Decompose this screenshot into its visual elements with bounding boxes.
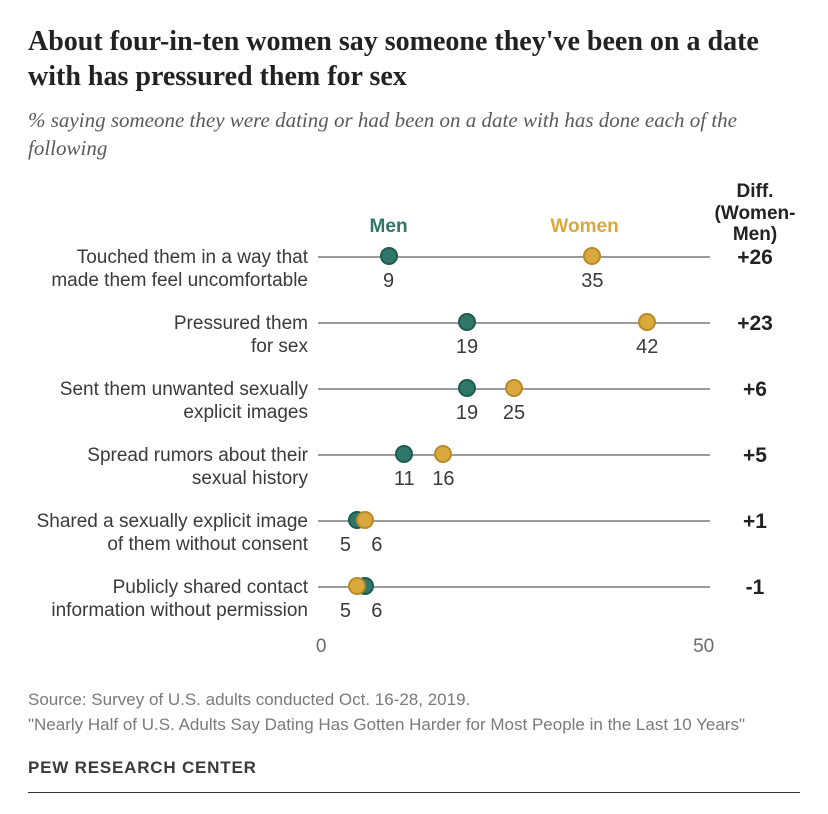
- women-dot: [356, 511, 374, 529]
- x-axis-ticks: 050: [28, 642, 800, 670]
- legend-men: Men: [370, 216, 408, 238]
- men-value: 19: [456, 336, 478, 359]
- diff-value: +23: [710, 312, 800, 336]
- women-value: 16: [432, 468, 454, 491]
- chart-row: Sent them unwanted sexuallyexplicit imag…: [28, 378, 800, 444]
- row-axis: 9 35: [318, 246, 710, 312]
- row-axis: 1942: [318, 312, 710, 378]
- women-dot: [583, 247, 601, 265]
- women-value: 35: [581, 270, 603, 293]
- chart-row: Touched them in a way thatmade them feel…: [28, 246, 800, 312]
- women-value: 5: [340, 600, 351, 623]
- row-label: Pressured themfor sex: [28, 312, 318, 358]
- chart-subtitle: % saying someone they were dating or had…: [28, 106, 800, 163]
- women-dot: [348, 577, 366, 595]
- diff-value: -1: [710, 576, 800, 600]
- dot-plot: Men Women Diff. (Women- Men) Touched the…: [28, 181, 800, 671]
- diff-value: +1: [710, 510, 800, 534]
- chart-row: Publicly shared contactinformation witho…: [28, 576, 800, 642]
- men-value: 5: [340, 534, 351, 557]
- row-label: Spread rumors about theirsexual history: [28, 444, 318, 490]
- row-axis: 11 16: [318, 444, 710, 510]
- row-label: Touched them in a way thatmade them feel…: [28, 246, 318, 292]
- diff-value: +26: [710, 246, 800, 270]
- women-dot: [638, 313, 656, 331]
- women-dot: [434, 445, 452, 463]
- women-value: 25: [503, 402, 525, 425]
- men-value: 9: [383, 270, 394, 293]
- row-label: Shared a sexually explicit imageof them …: [28, 510, 318, 556]
- women-value: 42: [636, 336, 658, 359]
- women-dot: [505, 379, 523, 397]
- chart-title: About four-in-ten women say someone they…: [28, 24, 800, 94]
- men-dot: [395, 445, 413, 463]
- legend-row: Men Women Diff. (Women- Men): [28, 181, 800, 247]
- men-value: 11: [394, 468, 415, 491]
- x-tick: 0: [316, 636, 327, 658]
- row-axis: 1925: [318, 378, 710, 444]
- men-dot: [458, 379, 476, 397]
- chart-row: Shared a sexually explicit imageof them …: [28, 510, 800, 576]
- chart-row: Spread rumors about theirsexual history1…: [28, 444, 800, 510]
- source-text: Source: Survey of U.S. adults conducted …: [28, 688, 800, 737]
- legend-diff-header: Diff. (Women- Men): [710, 181, 800, 247]
- men-dot: [380, 247, 398, 265]
- men-dot: [458, 313, 476, 331]
- men-value: 6: [371, 600, 382, 623]
- bottom-rule: [28, 792, 800, 793]
- men-value: 19: [456, 402, 478, 425]
- footer-attribution: PEW RESEARCH CENTER: [28, 758, 800, 778]
- x-tick: 50: [693, 636, 714, 658]
- row-axis: 56: [318, 510, 710, 576]
- legend-women: Women: [550, 216, 618, 238]
- diff-value: +6: [710, 378, 800, 402]
- chart-row: Pressured themfor sex1942+23: [28, 312, 800, 378]
- women-value: 6: [371, 534, 382, 557]
- diff-value: +5: [710, 444, 800, 468]
- row-label: Publicly shared contactinformation witho…: [28, 576, 318, 622]
- row-axis: 65: [318, 576, 710, 642]
- row-label: Sent them unwanted sexuallyexplicit imag…: [28, 378, 318, 424]
